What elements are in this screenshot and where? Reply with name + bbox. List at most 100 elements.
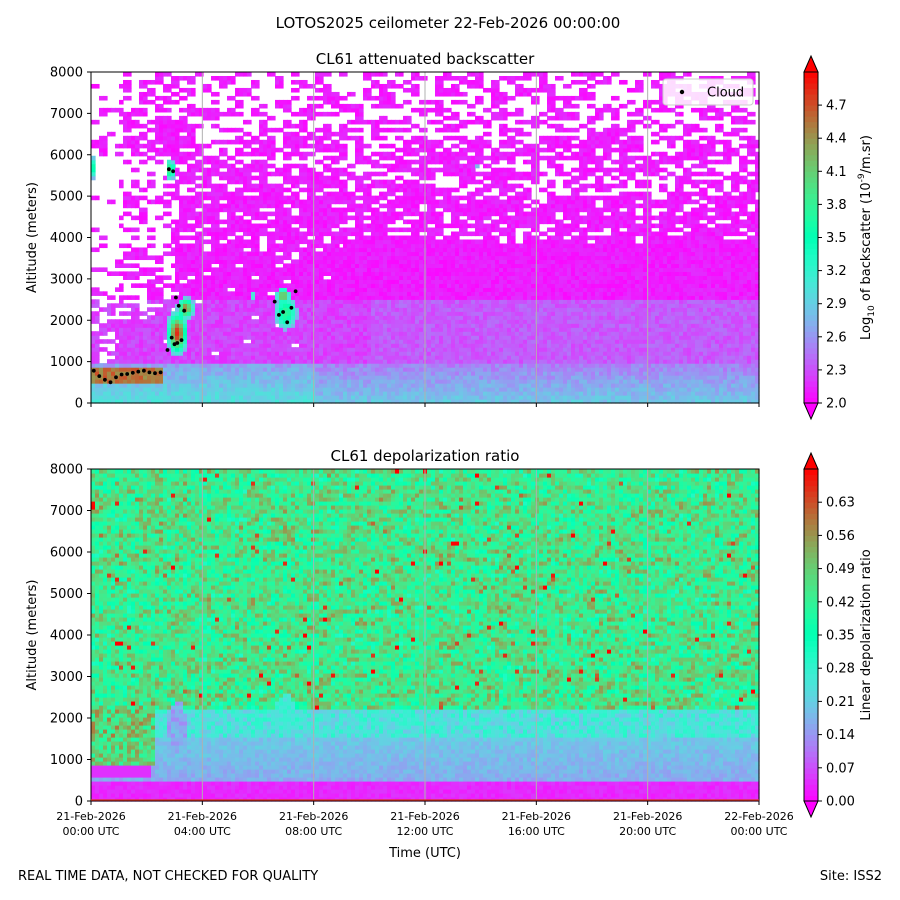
cloud-point xyxy=(175,341,180,345)
cloud-point xyxy=(272,299,277,304)
cloud-point xyxy=(285,320,290,325)
depolarization-xlabel: Time (UTC) xyxy=(388,846,461,861)
y-tick-label: 7000 xyxy=(50,107,83,122)
legend-label-cloud: Cloud xyxy=(707,86,744,101)
y-tick-label: 7000 xyxy=(50,504,83,519)
depolarization-colorbar-extend-max xyxy=(803,451,819,470)
cloud-point xyxy=(174,295,178,300)
y-tick-label: 2000 xyxy=(50,314,83,329)
cloud-point xyxy=(289,305,294,310)
y-tick-label: 6000 xyxy=(50,148,83,163)
colorbar-tick-label: 0.42 xyxy=(826,595,855,610)
x-tick-label-date: 21-Feb-2026 xyxy=(168,810,237,823)
x-tick-label-date: 21-Feb-2026 xyxy=(390,810,459,823)
cloud-point xyxy=(91,368,96,373)
cloud-point xyxy=(142,368,146,373)
cloud-point xyxy=(130,370,135,375)
colorbar-tick-label: 4.1 xyxy=(826,165,847,180)
x-tick-label-date: 21-Feb-2026 xyxy=(502,810,571,823)
backscatter-colorbar: 2.0 2.3 2.6 2.9 3.2 3.5 3.8 4.1 4.4 4.7 Log10 of b… xyxy=(803,54,877,421)
colorbar-tick-label: 0.49 xyxy=(826,562,855,577)
cloud-point xyxy=(171,169,176,174)
cloud-point xyxy=(108,380,113,385)
cloud-point xyxy=(169,335,174,340)
cloud-point xyxy=(119,372,124,377)
x-tick-label-date: 21-Feb-2026 xyxy=(279,810,348,823)
y-tick-label: 8000 xyxy=(50,463,83,478)
x-tick-label-time: 16:00 UTC xyxy=(508,825,565,838)
x-tick-label-time: 00:00 UTC xyxy=(730,825,787,838)
y-tick-label: 3000 xyxy=(50,272,83,287)
cloud-point xyxy=(179,338,184,342)
backscatter-colorbar-extend-max xyxy=(803,54,819,73)
footer-disclaimer: REAL TIME DATA, NOT CHECKED FOR QUALITY xyxy=(18,869,318,884)
depolarization-colorbar-extend-min xyxy=(803,800,819,819)
colorbar-tick-label: 2.0 xyxy=(826,397,847,412)
y-tick-label: 4000 xyxy=(50,231,83,246)
colorbar-tick-label: 4.7 xyxy=(826,99,847,114)
depolarization-title: CL61 depolarization ratio xyxy=(331,447,520,465)
colorbar-tick-label: 0.14 xyxy=(826,728,855,743)
colorbar-tick-label: 0.21 xyxy=(826,695,855,710)
colorbar-tick-label: 2.9 xyxy=(826,297,847,312)
cloud-point xyxy=(182,308,187,313)
cloud-point xyxy=(153,371,157,376)
y-tick-label: 5000 xyxy=(50,190,83,205)
cloud-point xyxy=(293,289,298,294)
cloud-point xyxy=(103,377,107,382)
backscatter-ylabel: Altitude (meters) xyxy=(25,182,40,293)
depolarization-colorbar-label: Linear depolarization ratio xyxy=(859,549,874,720)
y-tick-label: 0 xyxy=(75,795,83,810)
colorbar-tick-label: 0.07 xyxy=(826,761,855,776)
colorbar-tick-label: 0.00 xyxy=(826,795,855,810)
x-tick-label-date: 21-Feb-2026 xyxy=(613,810,682,823)
y-tick-label: 6000 xyxy=(50,546,83,561)
depolarization-heatmap-cells xyxy=(91,469,760,802)
colorbar-tick-label: 0.28 xyxy=(826,662,855,677)
cloud-points xyxy=(91,167,298,385)
cloud-point xyxy=(136,369,141,374)
depolarization-ylabel: Altitude (meters) xyxy=(25,580,40,691)
x-tick-label-date: 22-Feb-2026 xyxy=(724,810,793,823)
y-tick-label: 4000 xyxy=(50,629,83,644)
x-tick-label-time: 00:00 UTC xyxy=(62,825,119,838)
backscatter-heatmap-cells xyxy=(91,72,760,404)
y-tick-label: 3000 xyxy=(50,670,83,685)
y-tick-label: 0 xyxy=(75,397,83,412)
colorbar-tick-label: 2.3 xyxy=(826,363,847,378)
x-tick-label-time: 12:00 UTC xyxy=(396,825,453,838)
cloud-point xyxy=(158,370,163,375)
y-tick-label: 1000 xyxy=(50,753,83,768)
cloud-point xyxy=(97,374,102,378)
backscatter-title: CL61 attenuated backscatter xyxy=(316,50,535,68)
y-tick-label: 5000 xyxy=(50,587,83,602)
legend-marker-cloud xyxy=(679,89,685,95)
colorbar-tick-label: 4.4 xyxy=(826,132,847,147)
cloud-point xyxy=(114,375,118,380)
y-tick-label: 2000 xyxy=(50,712,83,727)
x-tick-label-time: 20:00 UTC xyxy=(619,825,676,838)
colorbar-tick-label: 3.8 xyxy=(826,198,847,213)
backscatter-colorbar-extend-min xyxy=(803,402,819,421)
depolarization-colorbar: 0.00 0.07 0.14 0.21 0.28 0.35 0.42 0.49 0.56 0.63… xyxy=(803,451,874,819)
cloud-point xyxy=(125,372,130,376)
x-tick-label-date: 21-Feb-2026 xyxy=(56,810,125,823)
backscatter-gridlines xyxy=(201,72,649,403)
footer-site: Site: ISS2 xyxy=(820,869,882,884)
backscatter-plot-area: 0 1000 2000 3000 4000 5000 6000 7000 8000 CL61 at… xyxy=(25,50,760,412)
cloud-point xyxy=(147,370,152,375)
cloud-point xyxy=(167,167,171,172)
colorbar-tick-label: 3.2 xyxy=(826,264,847,279)
legend: Cloud xyxy=(662,78,754,106)
y-tick-label: 1000 xyxy=(50,355,83,370)
cloud-point xyxy=(277,313,281,317)
depolarization-plot-area: 0 1000 2000 3000 4000 5000 6000 7000 8000 21-Feb-… xyxy=(25,447,794,861)
y-tick-label: 8000 xyxy=(50,66,83,81)
colorbar-tick-label: 0.56 xyxy=(826,529,855,544)
cloud-point xyxy=(165,348,170,352)
x-tick-label-time: 04:00 UTC xyxy=(174,825,231,838)
x-tick-label-time: 08:00 UTC xyxy=(285,825,342,838)
colorbar-tick-label: 0.63 xyxy=(826,496,855,511)
backscatter-colorbar-label: Log10 of backscatter (10-9/m.sr) xyxy=(857,135,877,340)
